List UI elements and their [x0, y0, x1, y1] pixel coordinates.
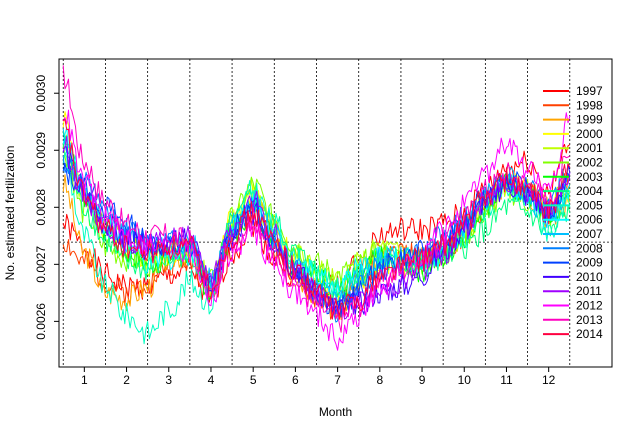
legend-label: 2005 [576, 198, 603, 212]
legend-label: 2010 [576, 270, 603, 284]
legend-label: 2006 [576, 213, 603, 227]
series-line-2013 [62, 65, 571, 333]
legend-label: 2004 [576, 184, 603, 198]
y-axis-title: No. estimated fertilization [3, 146, 17, 281]
series-line-2012 [62, 109, 571, 351]
legend-label: 2008 [576, 241, 603, 255]
legend-label: 2003 [576, 170, 603, 184]
y-tick-label: 0.0028 [34, 189, 48, 226]
y-tick-label: 0.0029 [34, 132, 48, 169]
x-tick-label: 12 [542, 373, 556, 387]
legend-label: 2013 [576, 313, 603, 327]
legend-label: 2002 [576, 156, 603, 170]
series-line-2014 [62, 118, 571, 320]
legend-label: 2007 [576, 227, 603, 241]
plot-frame [58, 58, 613, 368]
legend-label: 2014 [576, 327, 603, 341]
x-tick-label: 11 [500, 373, 513, 387]
y-tick-label: 0.0030 [34, 75, 48, 112]
x-tick-label: 5 [250, 373, 257, 387]
legend-label: 1997 [576, 84, 603, 98]
legend: 1997199819992000200120022003200420052006… [543, 84, 603, 341]
legend-label: 2009 [576, 256, 603, 270]
x-tick-label: 9 [419, 373, 426, 387]
series-line-2004 [62, 134, 571, 298]
legend-label: 1999 [576, 113, 603, 127]
x-tick-label: 3 [165, 373, 172, 387]
x-tick-label: 8 [376, 373, 383, 387]
legend-label: 1998 [576, 98, 603, 112]
x-tick-label: 10 [458, 373, 472, 387]
x-tick-label: 2 [123, 373, 130, 387]
legend-label: 2012 [576, 299, 603, 313]
x-tick-label: 6 [292, 373, 299, 387]
y-axis: 0.0026 0.0027 0.0028 0.0029 0.0030 [34, 75, 59, 340]
x-tick-label: 4 [208, 373, 215, 387]
legend-label: 2001 [576, 141, 603, 155]
y-tick-label: 0.0026 [34, 303, 48, 340]
series-lines [62, 65, 571, 351]
series-line-2008 [62, 155, 570, 323]
x-axis: 1 2 3 4 5 6 7 8 9 10 11 12 [81, 367, 556, 387]
x-tick-label: 1 [81, 373, 88, 387]
legend-label: 2011 [576, 284, 602, 298]
legend-label: 2000 [576, 127, 603, 141]
x-axis-title: Month [319, 405, 352, 419]
y-tick-label: 0.0027 [34, 246, 48, 283]
x-tick-label: 7 [334, 373, 341, 387]
